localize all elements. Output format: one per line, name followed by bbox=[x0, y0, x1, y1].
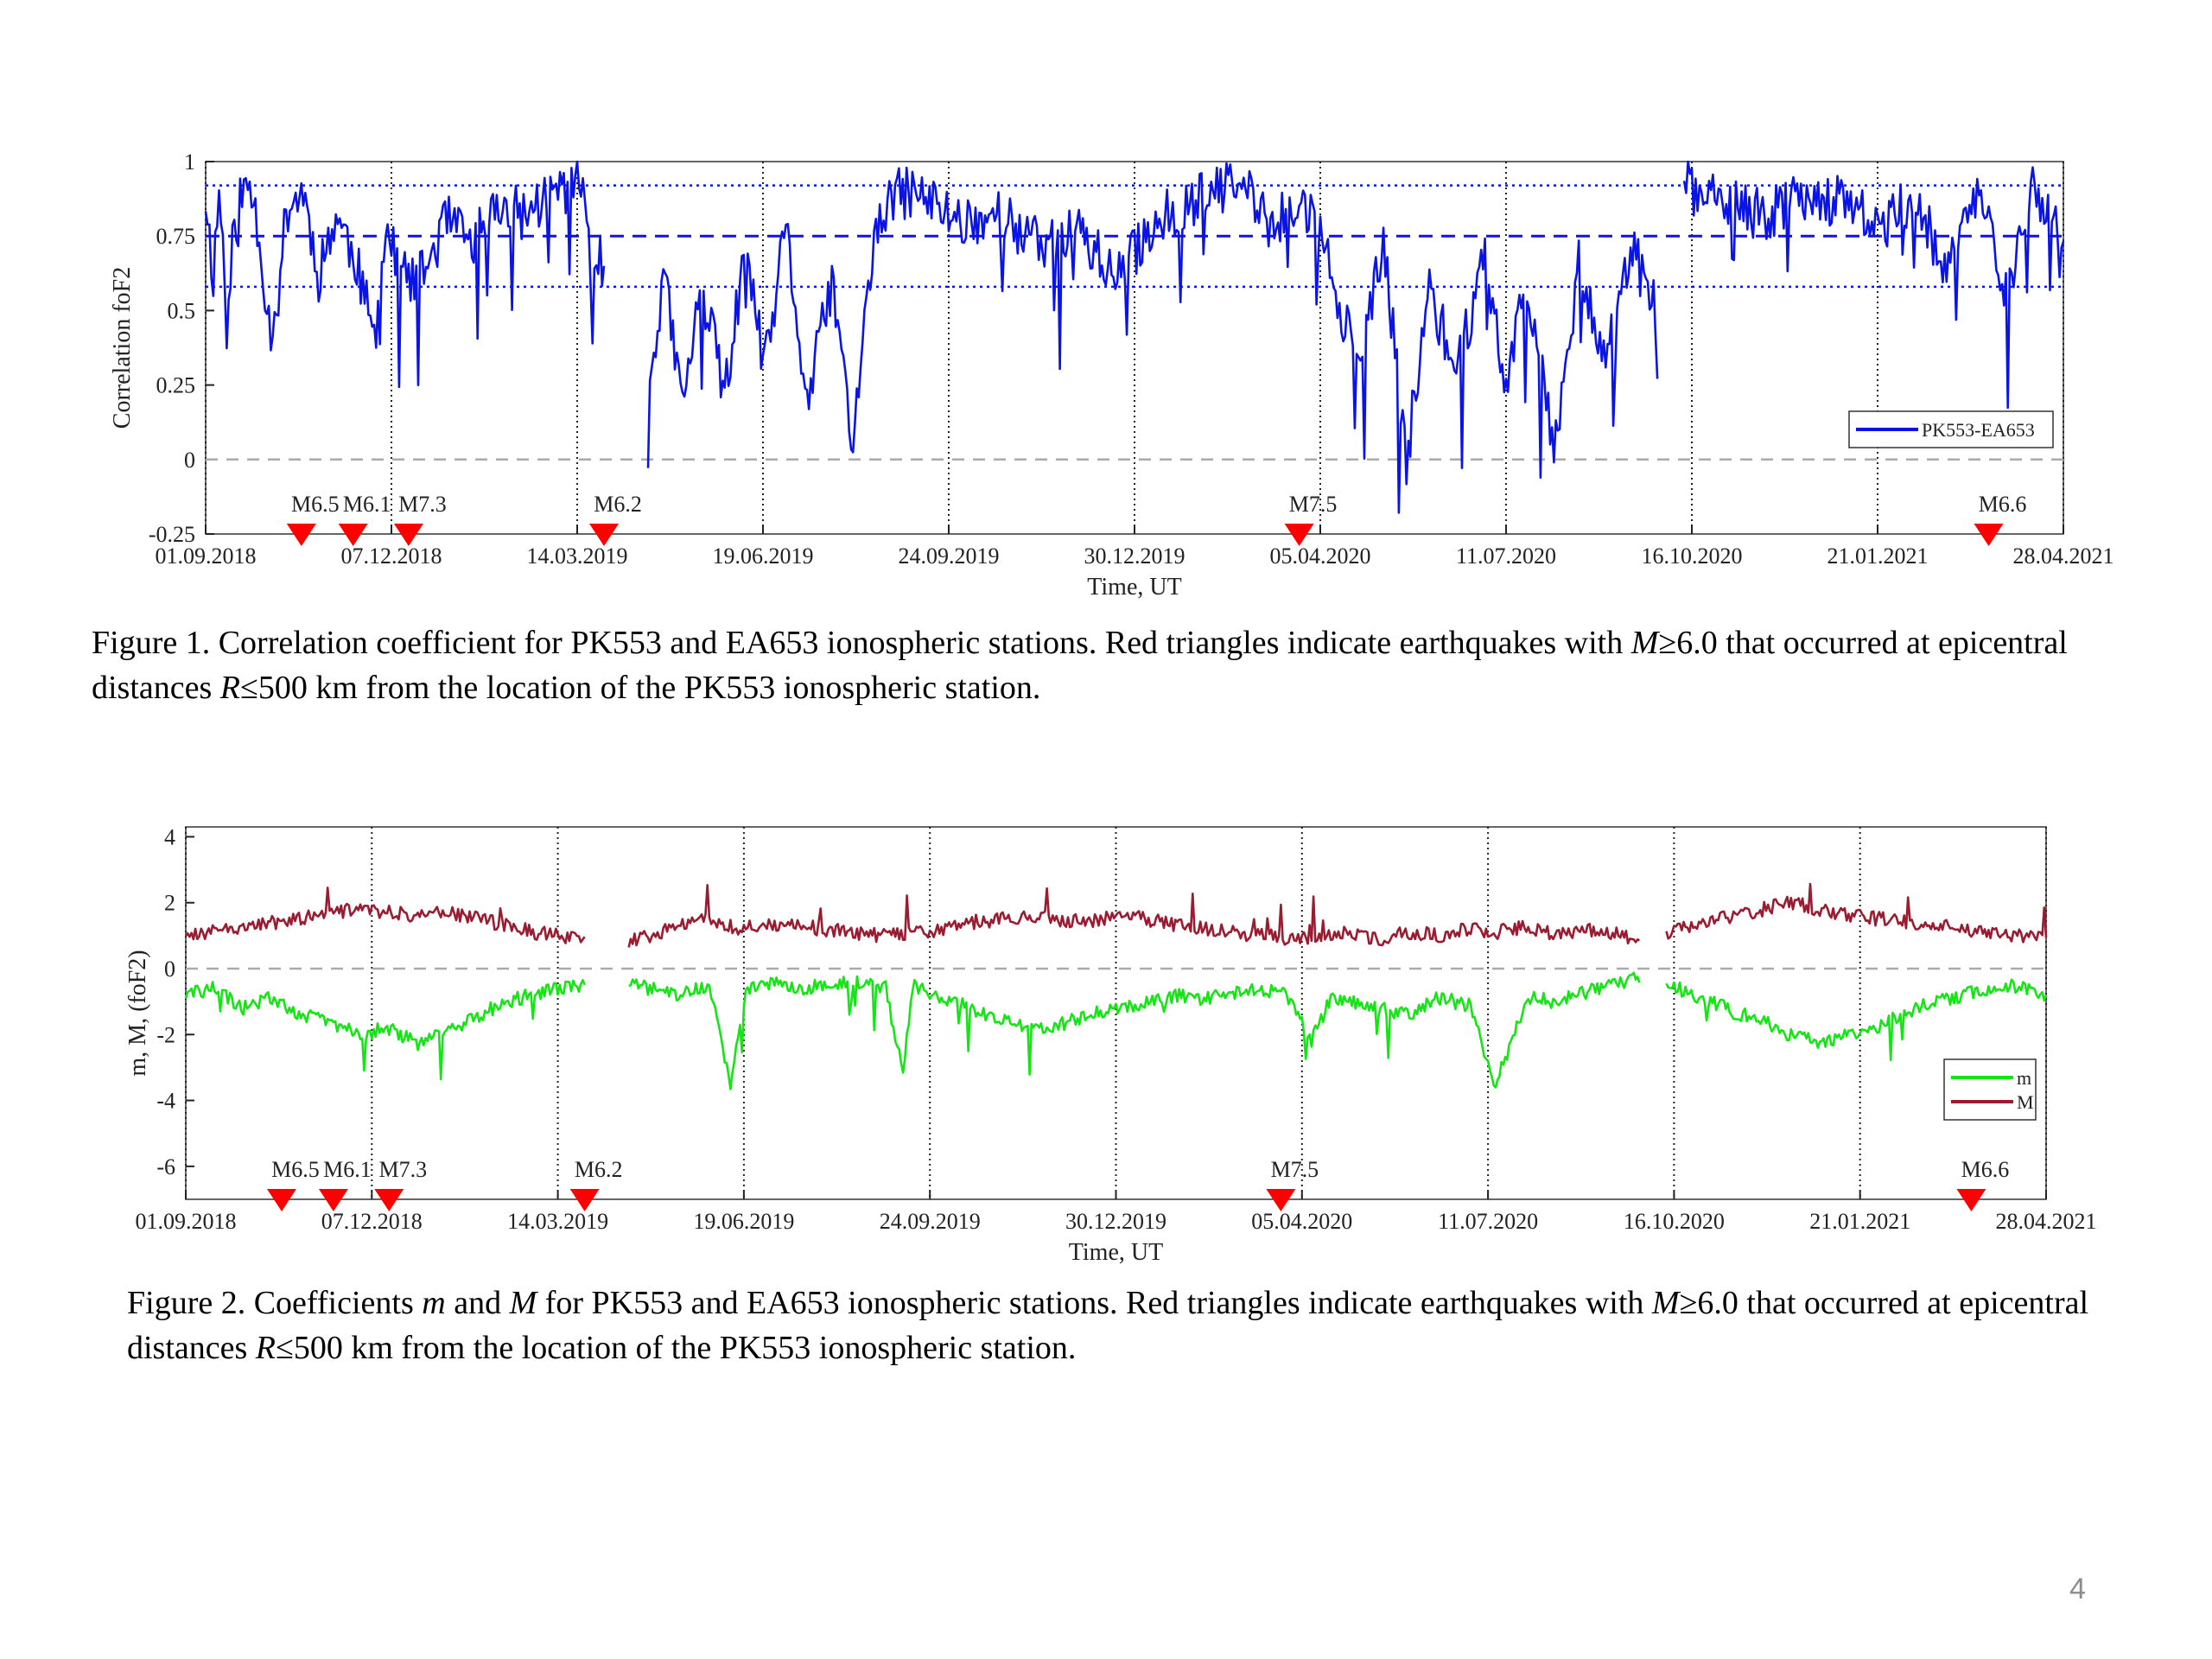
x-tick-label: 14.03.2019 bbox=[527, 543, 628, 569]
legend-label: PK553-EA653 bbox=[1922, 419, 2035, 441]
legend-label: m bbox=[2017, 1067, 2031, 1089]
earthquake-marker bbox=[569, 1189, 600, 1211]
x-tick-label: 11.07.2020 bbox=[1438, 1209, 1538, 1234]
figure-1-caption: Figure 1. Correlation coefficient for PK… bbox=[92, 620, 2165, 710]
x-tick-label: 11.07.2020 bbox=[1456, 543, 1556, 569]
caption-text: ≥6.0 that occurred at epicentral distanc… bbox=[127, 1285, 2089, 1366]
x-tick-label: 19.06.2019 bbox=[713, 543, 814, 569]
earthquake-label: M7.3 bbox=[378, 1157, 427, 1182]
y-tick-label: 0 bbox=[184, 448, 195, 473]
x-tick-label: 21.01.2021 bbox=[1827, 543, 1929, 569]
earthquake-label: M6.2 bbox=[594, 492, 642, 517]
caption-italic: M bbox=[1630, 625, 1659, 661]
earthquake-label: M6.6 bbox=[1961, 1157, 2010, 1182]
y-tick-label: -4 bbox=[156, 1089, 175, 1114]
y-tick-label: 2 bbox=[164, 891, 175, 916]
caption-text: Figure 1. Correlation coefficient for PK… bbox=[92, 625, 1631, 661]
y-tick-label: -0.25 bbox=[149, 522, 195, 547]
earthquake-marker bbox=[374, 1189, 404, 1211]
earthquake-label: M7.5 bbox=[1289, 492, 1338, 517]
page-number: 4 bbox=[2069, 1573, 2086, 1605]
y-tick-label: 0.25 bbox=[156, 373, 196, 398]
y-tick-label: 0.75 bbox=[156, 224, 196, 249]
caption-italic: M bbox=[509, 1285, 537, 1321]
earthquake-marker bbox=[266, 1189, 296, 1211]
x-tick-label: 01.09.2018 bbox=[156, 543, 257, 569]
earthquake-marker bbox=[318, 1189, 348, 1211]
x-axis-label: Time, UT bbox=[1069, 1239, 1163, 1266]
earthquake-marker bbox=[286, 524, 316, 546]
y-tick-label: 4 bbox=[164, 824, 175, 849]
caption-text: and bbox=[445, 1285, 510, 1321]
earthquake-label: M6.5 bbox=[291, 492, 340, 517]
y-tick-label: -2 bbox=[156, 1022, 175, 1047]
earthquake-label: M7.3 bbox=[398, 492, 447, 517]
x-tick-label: 28.04.2021 bbox=[2013, 543, 2114, 569]
x-tick-label: 19.06.2019 bbox=[693, 1209, 794, 1234]
x-axis-label: Time, UT bbox=[1087, 574, 1181, 601]
caption-text: Figure 2. Coefficients bbox=[127, 1285, 423, 1321]
x-tick-label: 14.03.2019 bbox=[507, 1209, 608, 1234]
caption-text: for PK553 and EA653 ionospheric stations… bbox=[537, 1285, 1652, 1321]
y-tick-label: 0 bbox=[164, 957, 175, 982]
figure-2-caption: Figure 2. Coefficients m and M for PK553… bbox=[127, 1281, 2114, 1370]
figure-1: 01.09.2018 07.12.2018 14.03.2019 19.06.2019… bbox=[0, 138, 2212, 622]
x-tick-label: 05.04.2020 bbox=[1251, 1209, 1352, 1234]
earthquake-label: M6.6 bbox=[1979, 492, 2027, 517]
earthquake-label: M6.1 bbox=[343, 492, 391, 517]
earthquake-marker bbox=[589, 524, 620, 546]
caption-italic: R bbox=[255, 1330, 276, 1366]
x-tick-label: 28.04.2021 bbox=[1996, 1209, 2097, 1234]
y-axis-label: m, M, (foF2) bbox=[124, 950, 151, 1076]
figure-2-chart: 01.09.2018 07.12.2018 14.03.2019 19.06.2019… bbox=[124, 824, 2097, 1266]
y-tick-label: -6 bbox=[156, 1154, 175, 1179]
x-tick-label: 16.10.2020 bbox=[1624, 1209, 1725, 1234]
caption-italic: m bbox=[422, 1285, 446, 1321]
earthquake-label: M6.1 bbox=[323, 1157, 372, 1182]
series-line-m bbox=[184, 882, 2048, 948]
earthquake-label: M6.5 bbox=[271, 1157, 320, 1182]
series-line-m bbox=[184, 971, 2048, 1090]
earthquake-marker bbox=[1284, 524, 1314, 546]
earthquake-marker bbox=[1974, 524, 2004, 546]
caption-text: ≥6.0 that occurred at epicentral distanc… bbox=[92, 625, 2068, 706]
x-tick-label: 30.12.2019 bbox=[1084, 543, 1185, 569]
x-tick-label: 24.09.2019 bbox=[899, 543, 1000, 569]
x-tick-label: 01.09.2018 bbox=[136, 1209, 237, 1234]
earthquake-label: M6.2 bbox=[575, 1157, 623, 1182]
x-tick-label: 05.04.2020 bbox=[1270, 543, 1371, 569]
x-tick-label: 07.12.2018 bbox=[341, 543, 442, 569]
x-tick-label: 07.12.2018 bbox=[321, 1209, 423, 1234]
earthquake-marker bbox=[1266, 1189, 1296, 1211]
x-tick-label: 16.10.2020 bbox=[1642, 543, 1743, 569]
earthquake-marker bbox=[1956, 1189, 1986, 1211]
legend-box bbox=[1943, 1058, 2037, 1121]
x-tick-label: 21.01.2021 bbox=[1809, 1209, 1910, 1234]
caption-italic: R bbox=[219, 670, 241, 706]
caption-text: ≤500 km from the location of the PK553 i… bbox=[276, 1330, 1077, 1366]
figure-2: 01.09.2018 07.12.2018 14.03.2019 19.06.2019… bbox=[0, 804, 2212, 1287]
x-tick-label: 24.09.2019 bbox=[880, 1209, 981, 1234]
caption-text: ≤500 km from the location of the PK553 i… bbox=[240, 670, 1041, 706]
legend-label: M bbox=[2017, 1091, 2034, 1113]
caption-italic: M bbox=[1651, 1285, 1680, 1321]
series-line-pk553-ea653 bbox=[204, 160, 2065, 514]
earthquake-label: M7.5 bbox=[1271, 1157, 1319, 1182]
y-tick-label: 0.5 bbox=[168, 298, 196, 323]
x-tick-label: 30.12.2019 bbox=[1065, 1209, 1166, 1234]
earthquake-marker bbox=[393, 524, 423, 546]
y-tick-label: 1 bbox=[184, 149, 195, 175]
earthquake-marker bbox=[338, 524, 368, 546]
figure-1-chart: 01.09.2018 07.12.2018 14.03.2019 19.06.2019… bbox=[109, 149, 2114, 601]
y-axis-label: Correlation foF2 bbox=[109, 267, 136, 429]
